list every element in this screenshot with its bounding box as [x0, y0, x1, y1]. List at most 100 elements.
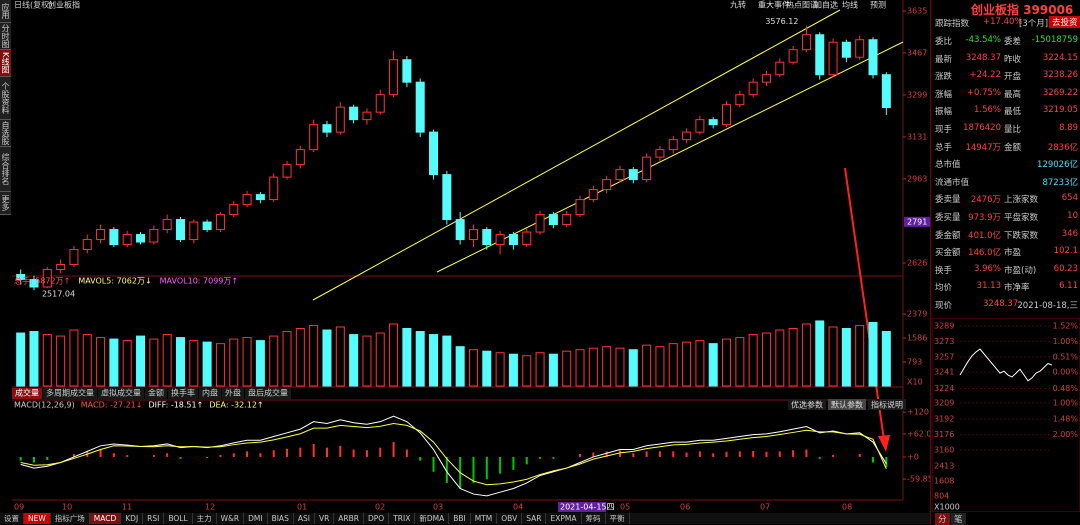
- bottom-item[interactable]: 指标广场: [51, 513, 90, 524]
- macd-button[interactable]: 默认参数: [831, 400, 863, 410]
- bottom-item[interactable]: VR: [315, 513, 335, 524]
- volume-bar: [708, 343, 718, 387]
- left-tab[interactable]: 自选股: [0, 120, 11, 147]
- y-tick-label: 1586: [907, 334, 927, 343]
- tab-bg: [43, 388, 97, 399]
- bottom-item[interactable]: W&R: [217, 513, 245, 524]
- candle-body: [761, 74, 771, 83]
- x-cursor: 2021-04-15四: [560, 503, 615, 512]
- side-title: 创业板指 399006: [971, 3, 1074, 17]
- candle-body: [588, 189, 598, 201]
- channel-line: [312, 9, 841, 301]
- side-value: 1876420: [963, 123, 1001, 133]
- bottom-item[interactable]: NEW: [24, 513, 51, 524]
- bottom-item[interactable]: MTM: [471, 513, 498, 524]
- side-label: 换手: [935, 265, 953, 276]
- bottom-item[interactable]: EXPMA: [546, 513, 582, 524]
- volume-tab[interactable]: 内盘: [202, 388, 218, 398]
- left-tab[interactable]: K线图: [0, 50, 11, 77]
- volume-tab[interactable]: 盘后成交量: [248, 388, 288, 398]
- x-tick-label: 05: [620, 503, 630, 512]
- mini-vol-tick: 2413: [934, 462, 954, 471]
- mini-unit: X1000: [934, 503, 960, 512]
- bottom-item[interactable]: ARBR: [334, 513, 364, 524]
- side-value: 3248.37: [983, 299, 1019, 309]
- side-label: 现手: [935, 125, 953, 135]
- left-tab[interactable]: 更多: [0, 192, 11, 215]
- volume-tab[interactable]: 换手率: [171, 388, 195, 398]
- candle-body: [42, 269, 52, 288]
- macd-button[interactable]: 优选参数: [791, 400, 823, 410]
- bottom-item[interactable]: BBI: [449, 513, 471, 524]
- left-tab[interactable]: 综合排名: [0, 147, 11, 192]
- y-tick-label: +62.02: [907, 429, 930, 438]
- side-value: 14947万: [965, 142, 1001, 153]
- cursor-box: [904, 216, 930, 227]
- volume-tab[interactable]: 多周期成交量: [46, 388, 94, 398]
- y-tick-label: -59.85: [907, 475, 930, 484]
- left-tab[interactable]: 个股资料: [0, 77, 11, 120]
- candle-body: [508, 234, 518, 246]
- toolbar-item: 均线: [842, 0, 858, 10]
- mini-chart: 3289 1.52% 3273 1.00% 3257 0.51% 3241 0.00% 3224…: [932, 318, 1080, 512]
- side-value: 8.89: [1059, 123, 1078, 133]
- candle-body: [242, 194, 252, 206]
- bottom-item[interactable]: TRIX: [389, 513, 416, 524]
- bottom-item[interactable]: KDJ: [121, 513, 144, 524]
- volume-tab[interactable]: 虚拟成交量: [101, 388, 141, 398]
- side-value: 6.11: [1059, 281, 1078, 292]
- volume-bar: [202, 341, 212, 387]
- candle-body: [429, 131, 439, 176]
- bottom-item[interactable]: DPO: [364, 513, 390, 524]
- mini-tab[interactable]: 分: [935, 513, 950, 525]
- candle-body: [362, 111, 372, 121]
- volume-tab[interactable]: 外盘: [225, 388, 241, 398]
- bottom-item[interactable]: BOLL: [164, 513, 193, 524]
- bottom-item[interactable]: BIAS: [268, 513, 294, 524]
- volume-bar: [522, 355, 532, 387]
- volume-tab[interactable]: 金额: [148, 388, 164, 398]
- volume-bar: [136, 335, 146, 387]
- bottom-item[interactable]: 主力: [193, 513, 217, 524]
- bottom-item[interactable]: SAR: [522, 513, 547, 524]
- side-label: 均价: [935, 283, 953, 294]
- volume-bar: [668, 343, 678, 387]
- invest-button[interactable]: 去投资: [1049, 16, 1080, 28]
- bottom-item[interactable]: DMI: [244, 513, 268, 524]
- bottom-item[interactable]: ASI: [294, 513, 315, 524]
- bottom-item[interactable]: MACD: [89, 513, 122, 524]
- y-tick-label: 3467: [907, 48, 927, 57]
- candle-body: [602, 179, 612, 191]
- candle-body: [628, 169, 638, 181]
- left-tab[interactable]: 应用: [0, 0, 11, 23]
- bottom-item[interactable]: OBV: [497, 513, 523, 524]
- side-label: 买金额: [935, 248, 961, 259]
- mini-vol-tick: 1608: [934, 477, 954, 486]
- side-value: 3.96%: [973, 263, 1001, 274]
- mini-right-tick: 0.51%: [1053, 352, 1079, 361]
- x-tick-label: 07: [760, 503, 770, 512]
- candle-body: [389, 59, 399, 96]
- volume-bar: [82, 334, 92, 387]
- bottom-item[interactable]: 筹码: [582, 513, 606, 524]
- bottom-item[interactable]: RSI: [143, 513, 165, 524]
- left-tab[interactable]: 分时图: [0, 23, 11, 50]
- volume-bar: [855, 324, 865, 387]
- candle-body: [136, 234, 146, 243]
- tab-bg: [199, 388, 221, 399]
- bottom-item[interactable]: 平衡: [606, 513, 630, 524]
- candle-body: [455, 219, 465, 241]
- mini-tick: 3224: [934, 384, 954, 393]
- mini-tab[interactable]: 笔: [951, 513, 966, 525]
- bottom-item[interactable]: 新DMA: [415, 513, 450, 524]
- volume-bar: [455, 346, 465, 387]
- candle-body: [269, 176, 279, 201]
- volume-bar: [269, 335, 279, 387]
- mini-tick: 3289: [934, 322, 954, 331]
- bottom-item[interactable]: 设置: [0, 513, 24, 524]
- bottom-bar: 设置 NEW 指标广场 MACD KDJ RSI BOLL 主力 W&R DMI BIAS ASI VR…: [0, 513, 930, 524]
- volume-tab[interactable]: 成交量: [15, 388, 39, 398]
- candle-body: [56, 264, 66, 271]
- macd-button[interactable]: 指标说明: [871, 400, 903, 410]
- volume-bar: [722, 338, 732, 387]
